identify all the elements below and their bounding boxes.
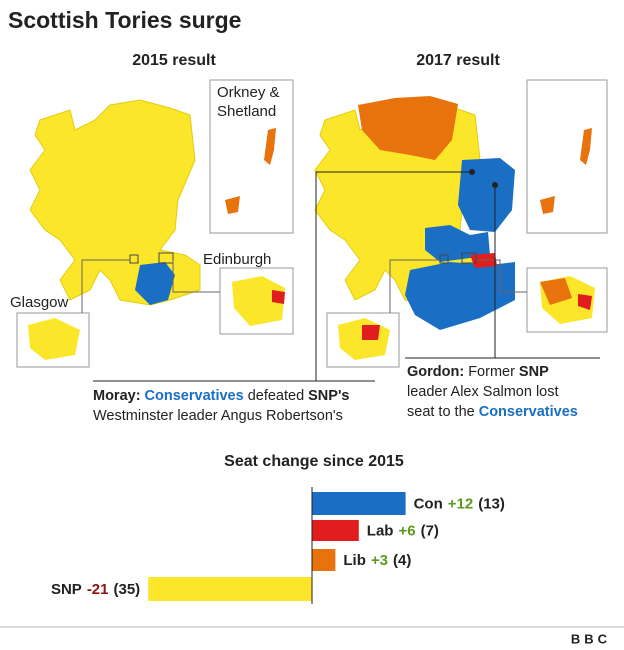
- seat-label: (4): [393, 552, 411, 569]
- map-2015: [16, 79, 294, 368]
- value-label: +12: [448, 496, 473, 513]
- category-label: SNP: [51, 581, 82, 598]
- bar-label: Lib +3 (4): [343, 552, 411, 569]
- title: Scottish Tories surge: [8, 7, 241, 33]
- category-label: Lib: [343, 552, 366, 569]
- text: Gordon:: [407, 364, 465, 380]
- annotation: Gordon: Former SNP leader Alex Salmon lost s…: [407, 362, 617, 422]
- bar: [312, 549, 336, 571]
- text: defeated: [247, 388, 305, 404]
- seat-label: (7): [421, 523, 439, 540]
- text: SNP's: [308, 388, 350, 404]
- value-label: -21: [87, 581, 109, 598]
- bar-label: SNP -21 (35): [51, 581, 140, 598]
- inset-label: Shetland: [217, 103, 276, 120]
- bar: [312, 520, 359, 541]
- text: seat to the: [407, 404, 475, 420]
- text: SNP: [518, 364, 549, 380]
- annotation: Moray: Conservatives defeated SNP's Westmins…: [93, 386, 393, 426]
- value-label: +3: [371, 552, 388, 569]
- map-title: 2015 result: [132, 52, 216, 69]
- bar-label: Con +12 (13): [414, 496, 505, 513]
- logo: BBC: [571, 631, 611, 646]
- category-label: Con: [414, 496, 443, 513]
- chart-title: Seat change since 2015: [224, 453, 404, 470]
- text: leader Alex Salmon lost: [407, 384, 559, 400]
- text: Moray:: [93, 388, 141, 404]
- inset-label: Glasgow: [10, 294, 69, 311]
- seat-label: (13): [478, 496, 505, 513]
- map-title: 2017 result: [416, 52, 500, 69]
- text: Conservatives: [144, 388, 244, 404]
- value-label: +6: [398, 523, 415, 540]
- map-2017: [93, 79, 608, 382]
- inset-label: Orkney &: [217, 84, 280, 101]
- bbc-logo: [565, 632, 617, 646]
- text: Former: [468, 364, 515, 380]
- bar: [312, 492, 406, 515]
- seat-label: (35): [114, 581, 141, 598]
- bar-label: Lab +6 (7): [367, 523, 439, 540]
- text: Conservatives: [478, 404, 578, 420]
- category-label: Lab: [367, 523, 394, 540]
- text: Westminster leader Angus Robertson's: [93, 408, 343, 424]
- inset-label: Edinburgh: [203, 251, 271, 268]
- bar: [148, 577, 312, 601]
